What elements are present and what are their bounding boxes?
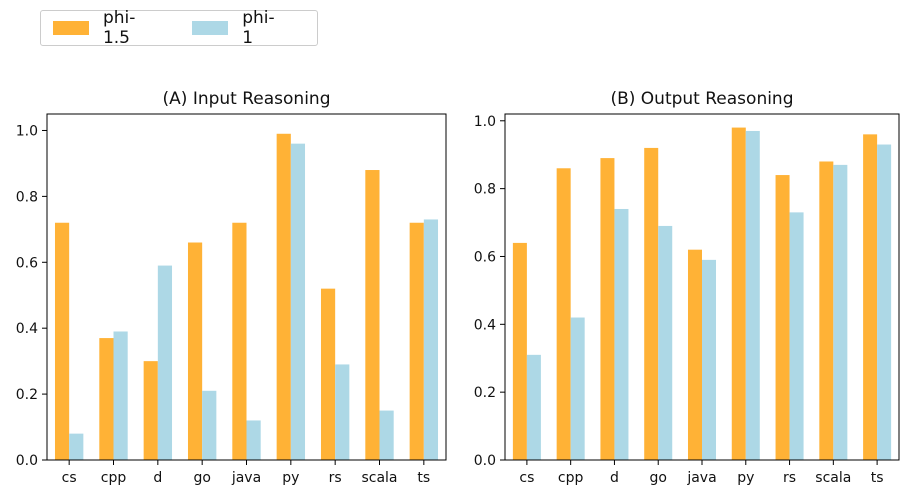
y-tick-label: 0.0 bbox=[474, 453, 496, 469]
x-tick-label: d bbox=[610, 470, 619, 486]
y-tick-label: 0.4 bbox=[16, 321, 38, 337]
y-tick-label: 0.6 bbox=[474, 249, 496, 265]
bar-phi-1.5-rs bbox=[320, 288, 336, 460]
bar-phi-1.5-py bbox=[276, 133, 291, 460]
x-tick-label: py bbox=[282, 470, 299, 486]
bar-phi-1-cs bbox=[526, 354, 541, 460]
x-tick-label: d bbox=[153, 470, 162, 486]
bar-phi-1.5-ts bbox=[409, 222, 424, 460]
plot-frame bbox=[46, 113, 447, 461]
legend-label-phi-1: phi-1 bbox=[242, 8, 275, 48]
chart-title: (A) Input Reasoning bbox=[163, 89, 331, 109]
legend-item-phi-1-5: phi-1.5 bbox=[53, 8, 156, 48]
x-tick-label: go bbox=[193, 470, 210, 486]
x-tick-label: rs bbox=[329, 470, 342, 486]
x-tick-label: ts bbox=[871, 470, 884, 486]
bar-phi-1.5-py bbox=[731, 127, 746, 460]
x-tick-label: scala bbox=[361, 470, 397, 486]
bar-phi-1-py bbox=[745, 130, 760, 460]
bar-phi-1.5-scala bbox=[819, 161, 834, 461]
legend-label-phi-1-5: phi-1.5 bbox=[102, 8, 136, 48]
bar-phi-1-ts bbox=[423, 219, 439, 460]
legend-item-phi-1: phi-1 bbox=[192, 8, 281, 48]
bar-phi-1-scala bbox=[379, 410, 394, 460]
bar-phi-1.5-cpp bbox=[99, 338, 114, 460]
x-tick-label: ts bbox=[417, 470, 430, 486]
x-tick-label: go bbox=[649, 470, 666, 486]
bar-phi-1-d bbox=[614, 208, 629, 460]
x-tick-label: cpp bbox=[101, 470, 127, 486]
bar-phi-1.5-java bbox=[232, 222, 247, 460]
bar-phi-1-java bbox=[246, 420, 261, 460]
y-tick-label: 1.0 bbox=[16, 123, 38, 139]
bar-phi-1.5-cs bbox=[512, 242, 527, 460]
bar-phi-1-cpp bbox=[113, 331, 128, 460]
legend-swatch-phi-1 bbox=[192, 21, 229, 35]
y-tick-label: 0.2 bbox=[16, 387, 38, 403]
y-tick-label: 0.0 bbox=[16, 453, 38, 469]
x-tick-label: py bbox=[737, 470, 754, 486]
y-tick-label: 0.8 bbox=[16, 189, 38, 205]
x-tick-label: java bbox=[686, 470, 716, 486]
bar-phi-1.5-cpp bbox=[556, 168, 571, 460]
bar-phi-1.5-scala bbox=[365, 170, 380, 460]
y-tick-label: 0.6 bbox=[16, 255, 38, 271]
legend: phi-1.5 phi-1 bbox=[40, 8, 318, 48]
x-tick-label: cs bbox=[62, 470, 77, 486]
y-tick-label: 0.4 bbox=[474, 317, 496, 333]
legend-swatch-phi-1-5 bbox=[53, 21, 89, 35]
bar-phi-1-scala bbox=[833, 164, 848, 460]
x-tick-label: java bbox=[231, 470, 261, 486]
bar-phi-1-ts bbox=[877, 144, 892, 460]
bar-phi-1.5-java bbox=[687, 249, 702, 460]
plot-frame bbox=[504, 113, 900, 461]
bar-phi-1-cs bbox=[69, 433, 84, 460]
bar-phi-1.5-rs bbox=[775, 175, 790, 460]
bar-phi-1.5-cs bbox=[54, 222, 70, 460]
bar-phi-1-rs bbox=[789, 212, 804, 460]
bar-phi-1.5-go bbox=[644, 147, 659, 460]
bar-phi-1-d bbox=[157, 265, 173, 460]
panel-output-reasoning: (B) Output Reasoning 0.0 0.2 0.4 0.6 0.8 1.0 cs… bbox=[474, 89, 900, 486]
bar-phi-1-go bbox=[202, 390, 217, 460]
x-tick-label: rs bbox=[783, 470, 796, 486]
bar-phi-1-rs bbox=[335, 364, 350, 460]
bar-phi-1-cpp bbox=[570, 317, 585, 460]
x-tick-label: scala bbox=[815, 470, 851, 486]
bar-phi-1.5-d bbox=[600, 158, 615, 461]
bar-phi-1-java bbox=[702, 259, 717, 460]
bar-phi-1-py bbox=[290, 143, 306, 460]
y-tick-label: 1.0 bbox=[474, 114, 496, 130]
x-tick-label: cpp bbox=[558, 470, 584, 486]
bar-phi-1.5-d bbox=[143, 361, 158, 460]
bar-phi-1.5-ts bbox=[863, 134, 878, 460]
x-tick-label: cs bbox=[519, 470, 534, 486]
y-tick-label: 0.2 bbox=[474, 385, 496, 401]
panel-input-reasoning: (A) Input Reasoning 0.0 0.2 0.4 0.6 0.8 1.0 cs c… bbox=[16, 89, 447, 486]
bar-phi-1.5-go bbox=[187, 242, 203, 460]
chart-title: (B) Output Reasoning bbox=[610, 89, 793, 109]
bar-phi-1-go bbox=[658, 225, 673, 460]
y-tick-label: 0.8 bbox=[474, 182, 496, 198]
